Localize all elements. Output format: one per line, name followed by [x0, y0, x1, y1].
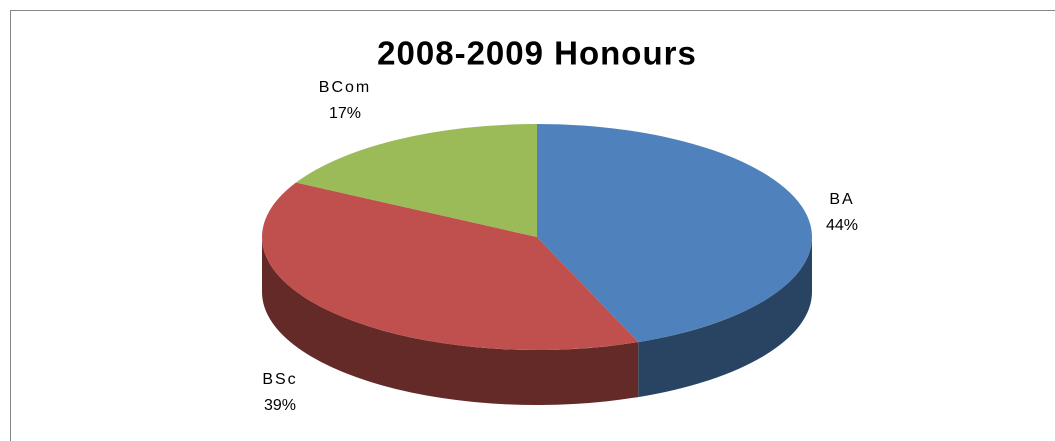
- slice: [261, 182, 639, 350]
- slice-label: BSc: [262, 371, 297, 388]
- slice-value-label: 44%: [826, 217, 858, 234]
- slice: [296, 124, 537, 237]
- slice-side: [638, 237, 812, 398]
- slice: [537, 124, 812, 343]
- chart-title: 2008-2009 Honours: [377, 35, 697, 72]
- slice-label: BCom: [319, 79, 371, 96]
- slice-label: BA: [829, 191, 854, 208]
- slice-value-label: 17%: [329, 105, 361, 122]
- slice-side: [262, 237, 639, 405]
- slice-value-label: 39%: [264, 397, 296, 414]
